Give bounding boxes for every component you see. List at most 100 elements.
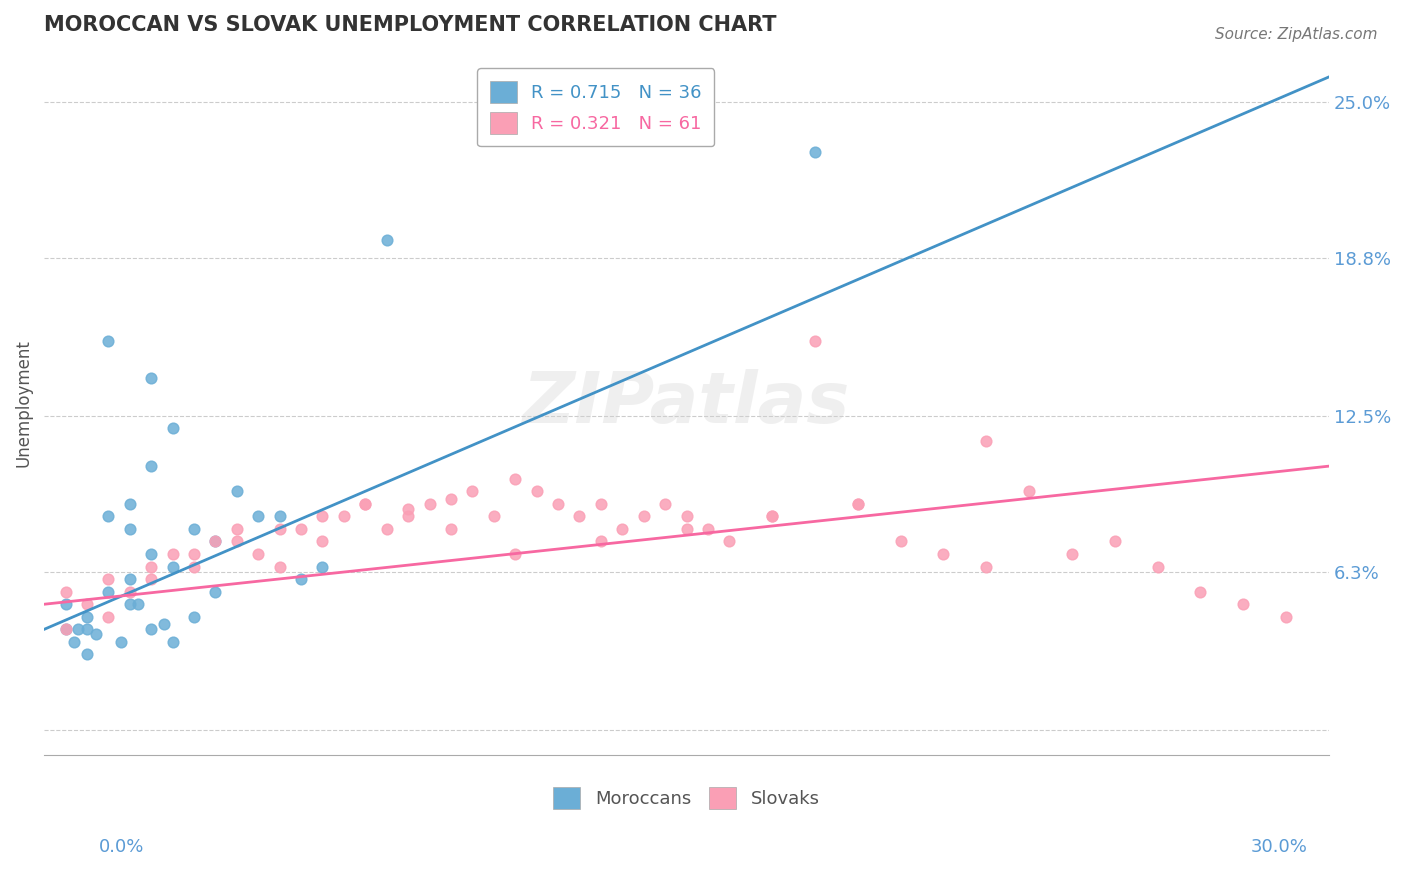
Moroccans	[183, 522, 205, 536]
Slovaks	[204, 534, 226, 549]
Slovaks	[183, 559, 205, 574]
Slovaks	[183, 547, 205, 561]
Slovaks	[311, 534, 333, 549]
Text: MOROCCAN VS SLOVAK UNEMPLOYMENT CORRELATION CHART: MOROCCAN VS SLOVAK UNEMPLOYMENT CORRELAT…	[44, 15, 776, 35]
Moroccans	[118, 497, 141, 511]
Moroccans	[141, 547, 163, 561]
Slovaks	[141, 572, 163, 586]
Slovaks	[225, 522, 247, 536]
Slovaks	[118, 584, 141, 599]
Moroccans	[97, 334, 120, 348]
Moroccans	[141, 623, 163, 637]
Slovaks	[675, 509, 697, 524]
Moroccans	[162, 421, 184, 435]
Moroccans	[118, 597, 141, 611]
Slovaks	[375, 522, 398, 536]
Slovaks	[1104, 534, 1126, 549]
Moroccans	[247, 509, 270, 524]
Slovaks	[1018, 484, 1040, 499]
Slovaks	[55, 623, 77, 637]
Slovaks	[440, 491, 463, 506]
Moroccans	[55, 597, 77, 611]
Slovaks	[1146, 559, 1168, 574]
Slovaks	[568, 509, 591, 524]
Text: 30.0%: 30.0%	[1251, 838, 1308, 856]
Moroccans	[269, 509, 291, 524]
Slovaks	[440, 522, 463, 536]
Slovaks	[97, 609, 120, 624]
Text: ZIPatlas: ZIPatlas	[523, 369, 851, 438]
Text: Source: ZipAtlas.com: Source: ZipAtlas.com	[1215, 27, 1378, 42]
Moroccans	[76, 609, 98, 624]
Slovaks	[654, 497, 676, 511]
Moroccans	[183, 609, 205, 624]
Moroccans	[375, 233, 398, 247]
Slovaks	[1060, 547, 1083, 561]
Slovaks	[1275, 609, 1298, 624]
Text: 0.0%: 0.0%	[98, 838, 143, 856]
Moroccans	[110, 635, 132, 649]
Slovaks	[482, 509, 505, 524]
Slovaks	[846, 497, 869, 511]
Slovaks	[804, 334, 827, 348]
Slovaks	[396, 501, 419, 516]
Slovaks	[547, 497, 569, 511]
Moroccans	[290, 572, 312, 586]
Slovaks	[503, 472, 526, 486]
Moroccans	[311, 559, 333, 574]
Slovaks	[162, 547, 184, 561]
Moroccans	[55, 623, 77, 637]
Slovaks	[55, 584, 77, 599]
Moroccans	[118, 572, 141, 586]
Slovaks	[761, 509, 783, 524]
Moroccans	[84, 627, 107, 641]
Y-axis label: Unemployment: Unemployment	[15, 340, 32, 467]
Moroccans	[141, 371, 163, 385]
Slovaks	[633, 509, 655, 524]
Slovaks	[890, 534, 912, 549]
Slovaks	[396, 509, 419, 524]
Slovaks	[354, 497, 377, 511]
Slovaks	[1232, 597, 1254, 611]
Slovaks	[1189, 584, 1212, 599]
Slovaks	[761, 509, 783, 524]
Moroccans	[162, 559, 184, 574]
Moroccans	[76, 623, 98, 637]
Moroccans	[97, 509, 120, 524]
Moroccans	[127, 597, 149, 611]
Slovaks	[354, 497, 377, 511]
Moroccans	[63, 635, 86, 649]
Moroccans	[162, 635, 184, 649]
Slovaks	[290, 522, 312, 536]
Slovaks	[675, 522, 697, 536]
Slovaks	[225, 534, 247, 549]
Slovaks	[97, 572, 120, 586]
Slovaks	[974, 559, 997, 574]
Slovaks	[932, 547, 955, 561]
Moroccans	[141, 459, 163, 474]
Moroccans	[153, 617, 176, 632]
Slovaks	[419, 497, 441, 511]
Moroccans	[97, 584, 120, 599]
Slovaks	[612, 522, 634, 536]
Slovaks	[846, 497, 869, 511]
Slovaks	[589, 534, 612, 549]
Slovaks	[76, 597, 98, 611]
Slovaks	[526, 484, 548, 499]
Slovaks	[311, 509, 333, 524]
Moroccans	[118, 522, 141, 536]
Moroccans	[804, 145, 827, 160]
Slovaks	[718, 534, 741, 549]
Slovaks	[461, 484, 484, 499]
Slovaks	[333, 509, 356, 524]
Slovaks	[503, 547, 526, 561]
Moroccans	[204, 534, 226, 549]
Moroccans	[76, 648, 98, 662]
Slovaks	[269, 522, 291, 536]
Slovaks	[589, 497, 612, 511]
Moroccans	[204, 584, 226, 599]
Slovaks	[141, 559, 163, 574]
Moroccans	[67, 623, 90, 637]
Legend: Moroccans, Slovaks: Moroccans, Slovaks	[546, 780, 827, 816]
Slovaks	[696, 522, 718, 536]
